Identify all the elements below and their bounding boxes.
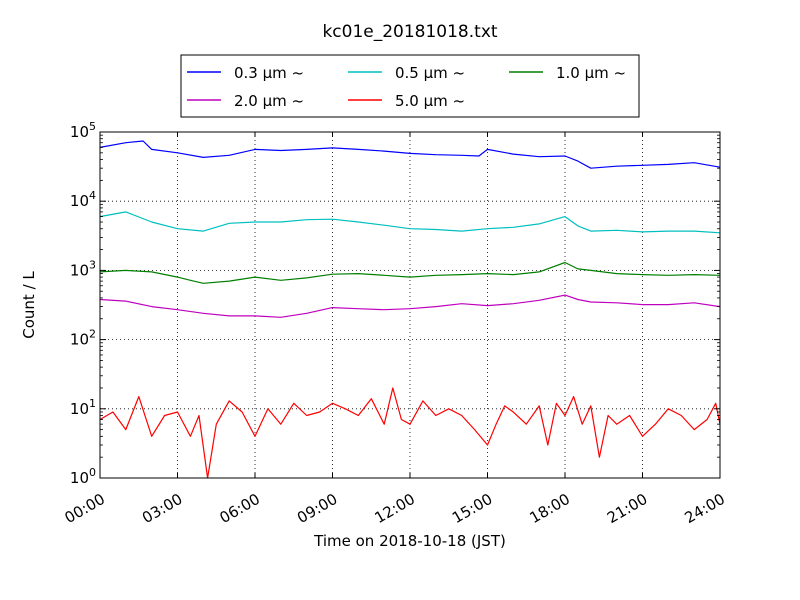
y-axis-label: Count / L (20, 271, 38, 339)
x-tick-label: 24:00 (682, 490, 728, 527)
series-lines (99, 140, 721, 479)
legend-box (180, 54, 640, 118)
y-tick-label: 102 (70, 328, 96, 349)
legend-label: 0.3 µm ~ (234, 64, 304, 82)
series-line-0-3-m (99, 140, 721, 169)
series-line-2-0-m (99, 294, 721, 318)
series-line-1-0-m (99, 261, 721, 284)
x-tick-label: 00:00 (62, 490, 108, 527)
x-tick-label: 21:00 (604, 490, 650, 527)
x-tick-label: 09:00 (294, 490, 340, 527)
series-line-5-0-m (99, 387, 721, 479)
legend-label: 2.0 µm ~ (234, 92, 304, 110)
legend: 0.3 µm ~ 0.5 µm ~ 1.0 µm ~ 2.0 µm ~ 5.0 µm ~ (180, 54, 640, 118)
y-tick-label: 105 (70, 120, 96, 141)
axis-ticks: 00:00 03:00 06:00 09:00 12:00 15:00 18:00 21:00… (62, 120, 728, 527)
y-tick-label: 100 (70, 466, 96, 487)
x-tick-label: 18:00 (527, 490, 573, 527)
y-tick-label: 104 (70, 189, 96, 210)
y-tick-label: 103 (70, 258, 96, 279)
x-tick-label: 15:00 (449, 490, 495, 527)
x-tick-label: 06:00 (217, 490, 263, 527)
x-tick-label: 03:00 (139, 490, 185, 527)
x-tick-label: 12:00 (372, 490, 418, 527)
legend-label: 5.0 µm ~ (395, 92, 465, 110)
y-tick-label: 101 (70, 397, 96, 418)
grid-lines (100, 132, 720, 478)
series-line-0-5-m (99, 211, 721, 234)
x-axis-label: Time on 2018-10-18 (JST) (313, 532, 506, 550)
legend-label: 1.0 µm ~ (556, 64, 626, 82)
legend-label: 0.5 µm ~ (395, 64, 465, 82)
chart-title: kc01e_20181018.txt (322, 22, 497, 42)
